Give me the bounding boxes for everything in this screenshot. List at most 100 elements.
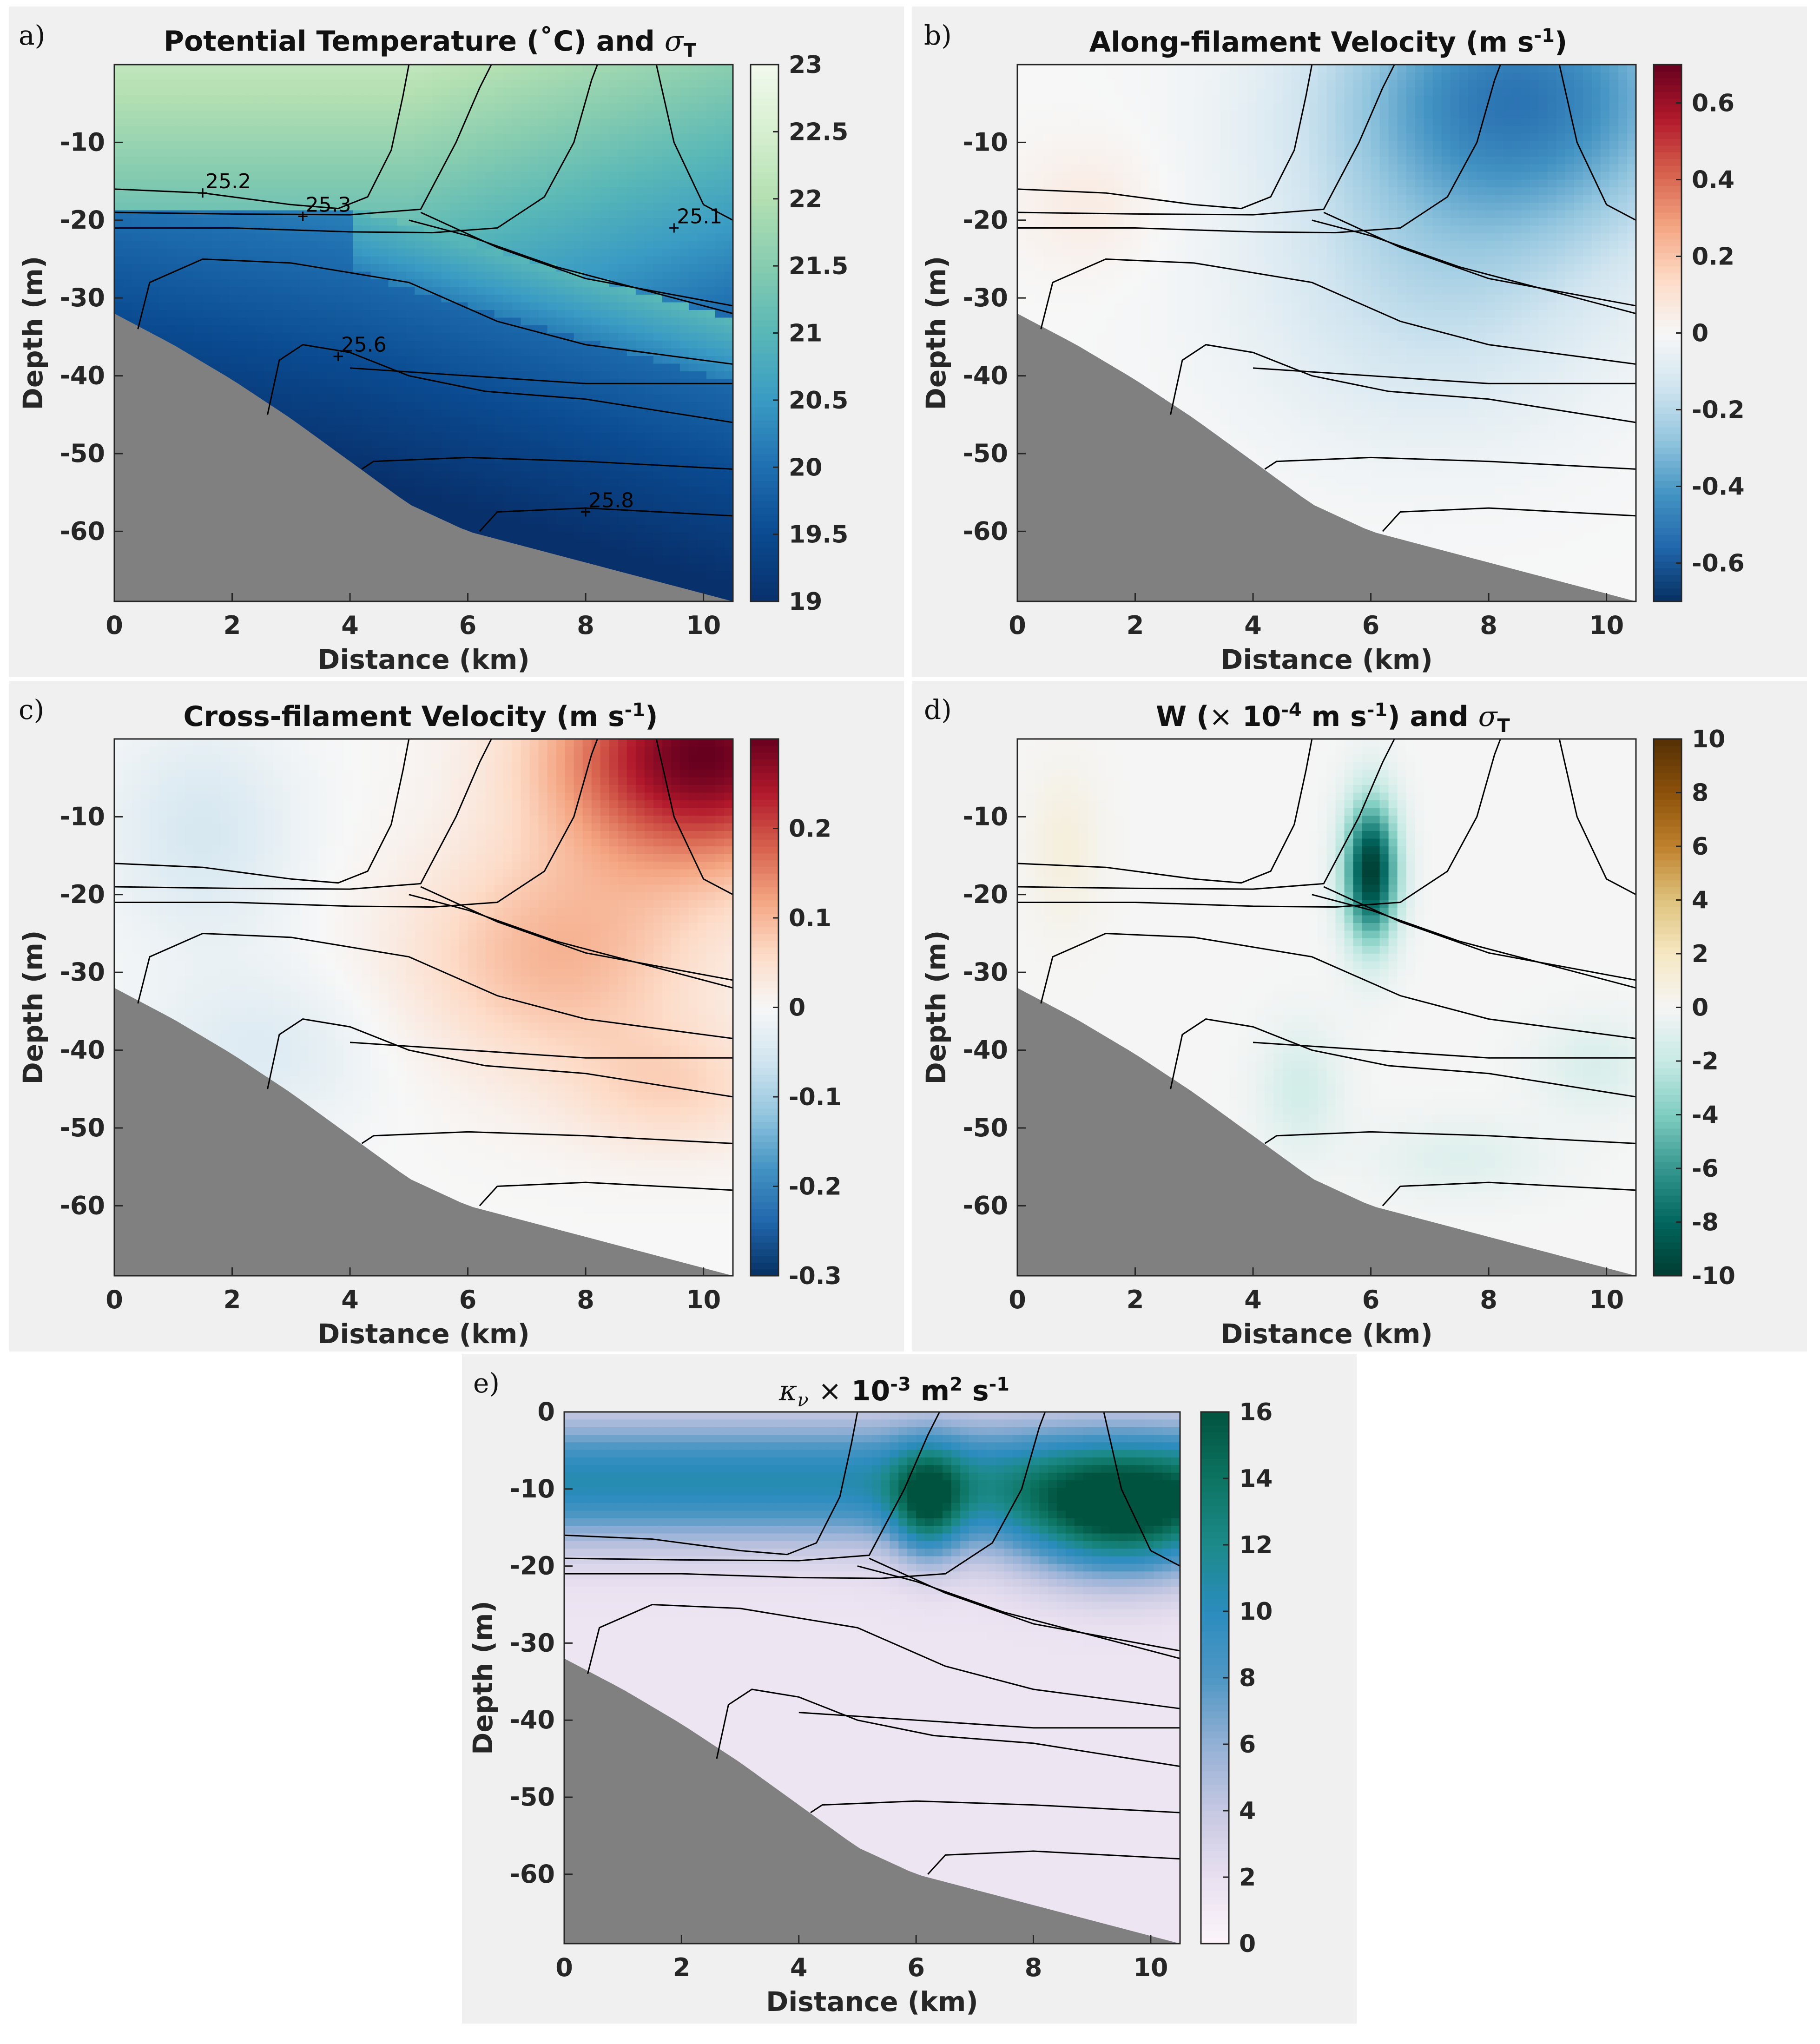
field-cell <box>706 241 716 249</box>
field-cell <box>291 371 301 380</box>
field-cell <box>432 118 442 126</box>
field-cell <box>476 402 486 410</box>
field-cell <box>706 279 716 288</box>
field-cell <box>459 501 468 510</box>
field-cell <box>521 501 530 510</box>
field-cell <box>423 295 433 303</box>
field-cell <box>167 287 177 295</box>
field-cell <box>635 157 645 165</box>
field-cell <box>476 317 486 326</box>
field-cell <box>388 387 398 395</box>
field-cell <box>547 417 557 426</box>
field-cell <box>512 187 521 196</box>
field-cell <box>706 195 716 203</box>
field-cell <box>450 387 460 395</box>
field-cell <box>706 249 716 257</box>
field-cell <box>697 295 707 303</box>
field-cell <box>706 363 716 372</box>
field-cell <box>256 225 265 234</box>
field-cell <box>512 310 521 318</box>
field-cell <box>211 95 221 104</box>
field-cell <box>476 471 486 479</box>
field-cell <box>715 87 725 96</box>
field-cell <box>211 225 221 234</box>
field-cell <box>565 249 574 257</box>
field-cell <box>635 80 645 88</box>
field-cell <box>662 486 672 495</box>
field-cell <box>591 486 601 495</box>
field-cell <box>600 271 610 280</box>
field-cell <box>468 517 477 525</box>
field-cell <box>423 65 433 73</box>
field-cell <box>512 387 521 395</box>
field-cell <box>547 494 557 502</box>
field-cell <box>582 279 592 288</box>
field-cell <box>379 348 389 356</box>
field-cell <box>538 95 548 104</box>
field-cell <box>582 348 592 356</box>
field-cell <box>706 525 716 533</box>
field-cell <box>423 448 433 456</box>
field-cell <box>644 325 654 334</box>
field-cell <box>485 379 495 387</box>
field-cell <box>123 195 133 203</box>
field-cell <box>309 417 318 426</box>
field-cell <box>494 195 504 203</box>
field-cell <box>238 72 248 80</box>
field-cell <box>141 164 151 172</box>
field-cell <box>582 310 592 318</box>
field-cell <box>574 317 583 326</box>
field-cell <box>574 95 583 104</box>
field-cell <box>582 494 592 502</box>
isopycnal-line <box>409 219 733 315</box>
field-cell <box>335 133 345 142</box>
field-cell <box>565 218 574 226</box>
field-cell <box>353 310 363 318</box>
field-cell <box>662 103 672 111</box>
field-cell <box>697 371 707 380</box>
field-cell <box>388 356 398 364</box>
field-cell <box>132 118 142 126</box>
field-cell <box>485 195 495 203</box>
field-cell <box>697 271 707 280</box>
field-cell <box>600 525 610 533</box>
field-cell <box>715 241 725 249</box>
field-cell <box>688 65 698 73</box>
field-cell <box>671 103 680 111</box>
field-cell <box>300 310 310 318</box>
field-cell <box>406 333 415 341</box>
field-cell <box>441 203 451 211</box>
field-cell <box>644 433 654 441</box>
field-cell <box>185 95 195 104</box>
field-cell <box>574 203 583 211</box>
field-cell <box>397 126 407 134</box>
field-cell <box>370 195 380 203</box>
field-cell <box>724 256 733 264</box>
field-cell <box>538 517 548 525</box>
field-cell <box>485 210 495 218</box>
field-cell <box>114 295 124 303</box>
field-cell <box>662 356 672 364</box>
field-cell <box>512 157 521 165</box>
field-cell <box>220 264 230 272</box>
field-cell <box>397 210 407 218</box>
field-cell <box>724 409 733 418</box>
field-cell <box>706 486 716 495</box>
field-cell <box>370 111 380 119</box>
field-cell <box>326 379 336 387</box>
field-cell <box>688 95 698 104</box>
field-cell <box>459 126 468 134</box>
field-cell <box>644 555 654 564</box>
field-cell <box>238 103 248 111</box>
field-cell <box>574 540 583 548</box>
field-cell <box>671 72 680 80</box>
field-cell <box>388 103 398 111</box>
field-cell <box>264 356 274 364</box>
field-cell <box>574 440 583 448</box>
field-cell <box>688 333 698 341</box>
field-cell <box>211 111 221 119</box>
field-cell <box>415 141 424 150</box>
field-cell <box>538 264 548 272</box>
field-cell <box>618 317 627 326</box>
field-cell <box>485 225 495 234</box>
